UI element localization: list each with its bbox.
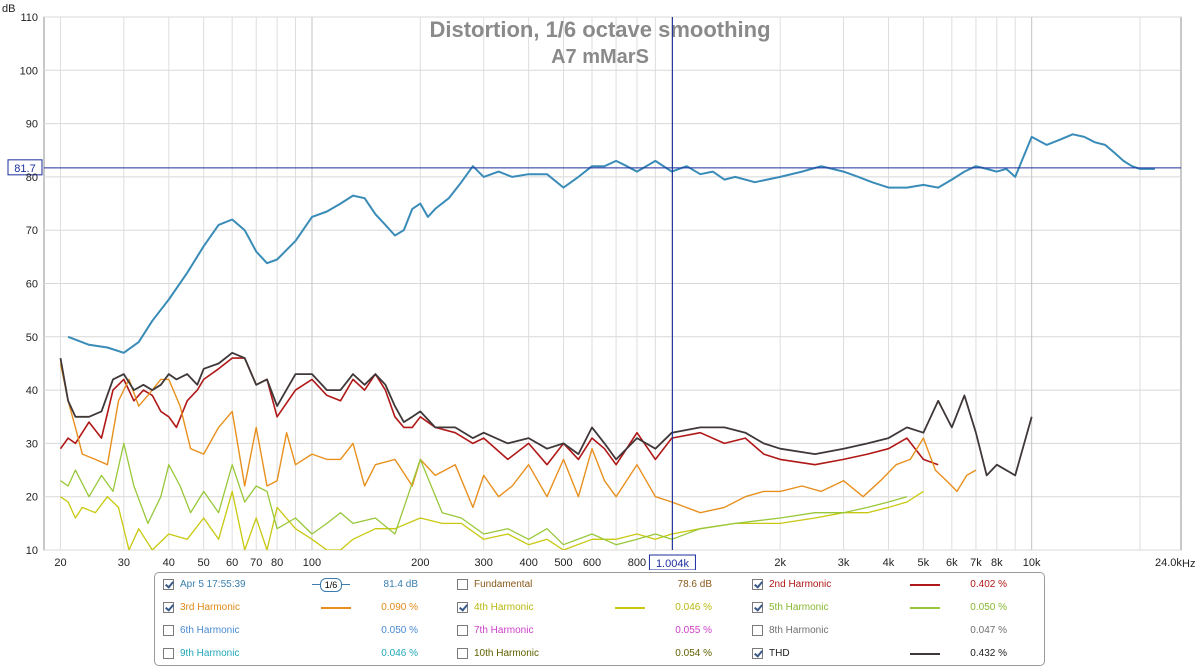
x-tick-label: 8k bbox=[991, 557, 1003, 569]
x-tick-label: 6k bbox=[946, 557, 958, 569]
x-tick-label: 50 bbox=[198, 557, 210, 569]
legend-label-10th-harmonic: 10th Harmonic bbox=[474, 648, 540, 659]
legend-panel: Apr 5 17:55:39 1/6 81.4 dB Fundamental 78.6 … bbox=[154, 572, 1045, 666]
checkbox-7th-harmonic[interactable] bbox=[457, 625, 468, 636]
chart-title: Distortion, 1/6 octave smoothing bbox=[429, 17, 770, 42]
legend-value-4th-harmonic: 0.046 % bbox=[675, 602, 712, 613]
y-tick-label: 110 bbox=[20, 12, 38, 24]
y-tick-label: 70 bbox=[26, 225, 38, 237]
checkbox-fundamental[interactable] bbox=[457, 579, 468, 590]
legend-row: Apr 5 17:55:39 1/6 81.4 dB Fundamental 78.6 … bbox=[155, 575, 1044, 595]
legend-swatch bbox=[910, 607, 940, 609]
y-tick-label: 90 bbox=[26, 119, 38, 131]
series-line-apr-5-17-55-39 bbox=[67, 133, 1155, 354]
legend-value-apr-5-17-55-39: 81.4 dB bbox=[383, 579, 418, 590]
x-tick-label: 60 bbox=[226, 557, 238, 569]
x-tick-label: 20 bbox=[54, 557, 66, 569]
x-tick-label: 4k bbox=[883, 557, 895, 569]
checkbox-10th-harmonic[interactable] bbox=[457, 648, 468, 659]
series-line-3rd-harmonic bbox=[59, 363, 977, 514]
legend-value-3rd-harmonic: 0.090 % bbox=[381, 602, 418, 613]
series-group bbox=[59, 133, 1155, 550]
legend-swatch bbox=[321, 607, 351, 609]
y-tick-label: 50 bbox=[26, 332, 38, 344]
legend-value-7th-harmonic: 0.055 % bbox=[675, 625, 712, 636]
legend-swatch bbox=[910, 653, 940, 655]
checkbox-apr-5-17-55-39[interactable] bbox=[163, 579, 174, 590]
x-tick-label: 40 bbox=[163, 557, 175, 569]
smoothing-button[interactable]: 1/6 bbox=[312, 578, 350, 592]
series-line-thd bbox=[59, 351, 1033, 477]
chart-subtitle: A7 mMarS bbox=[551, 46, 649, 68]
legend-label-4th-harmonic: 4th Harmonic bbox=[474, 602, 534, 613]
x-tick-label: 24.0k bbox=[1155, 557, 1182, 569]
checkbox-2nd-harmonic[interactable] bbox=[752, 579, 763, 590]
x-tick-label: 500 bbox=[554, 557, 572, 569]
checkbox-3rd-harmonic[interactable] bbox=[163, 602, 174, 613]
legend-label-5th-harmonic: 5th Harmonic bbox=[769, 602, 829, 613]
x-tick-label: 800 bbox=[628, 557, 646, 569]
legend-label-7th-harmonic: 7th Harmonic bbox=[474, 625, 534, 636]
distortion-plot[interactable]: Distortion, 1/6 octave smoothing A7 mMar… bbox=[0, 0, 1200, 570]
checkbox-5th-harmonic[interactable] bbox=[752, 602, 763, 613]
legend-swatch bbox=[615, 607, 645, 609]
x-tick-label: 10k bbox=[1023, 557, 1041, 569]
legend-value-thd: 0.432 % bbox=[970, 648, 1007, 659]
x-tick-label: 3k bbox=[838, 557, 850, 569]
legend-swatch bbox=[910, 584, 940, 586]
axes: 10 20 30 40 50 60 70 80 90 100 110 20 30 40 50 60 70 80 10… bbox=[20, 12, 1183, 569]
cursor-x-readout: 1.004k bbox=[656, 558, 690, 570]
x-tick-label: 80 bbox=[271, 557, 283, 569]
legend-label-8th-harmonic: 8th Harmonic bbox=[769, 625, 829, 636]
x-tick-label: 300 bbox=[474, 557, 492, 569]
legend-value-fundamental: 78.6 dB bbox=[677, 579, 712, 590]
y-axis-label: dB bbox=[2, 3, 15, 15]
y-tick-label: 20 bbox=[26, 492, 38, 504]
x-tick-label: 30 bbox=[118, 557, 130, 569]
legend-value-10th-harmonic: 0.054 % bbox=[675, 648, 712, 659]
legend-value-9th-harmonic: 0.046 % bbox=[381, 648, 418, 659]
y-tick-label: 30 bbox=[26, 438, 38, 450]
legend-label-apr-5-17-55-39: Apr 5 17:55:39 bbox=[180, 579, 246, 590]
series-line-5th-harmonic bbox=[60, 442, 908, 546]
cursor-y-readout-box bbox=[7, 159, 43, 176]
checkbox-9th-harmonic[interactable] bbox=[163, 648, 174, 659]
y-tick-label: 80 bbox=[26, 172, 38, 184]
legend-value-8th-harmonic: 0.047 % bbox=[970, 625, 1007, 636]
checkbox-thd[interactable] bbox=[752, 648, 763, 659]
legend-row: 9th Harmonic 0.046 % 10th Harmonic 0.054 % T… bbox=[155, 644, 1044, 664]
legend-row: 3rd Harmonic 0.090 % 4th Harmonic 0.046 % 5t… bbox=[155, 598, 1044, 618]
cursor[interactable]: 81.7 1.004k bbox=[7, 17, 1181, 570]
x-tick-label: 7k bbox=[970, 557, 982, 569]
x-axis-unit: Hz bbox=[1182, 558, 1195, 570]
x-tick-label: 2k bbox=[774, 557, 786, 569]
series-line-2nd-harmonic bbox=[59, 357, 939, 466]
legend-label-2nd-harmonic: 2nd Harmonic bbox=[769, 579, 832, 590]
cursor-y-readout: 81.7 bbox=[14, 163, 35, 175]
legend-value-2nd-harmonic: 0.402 % bbox=[970, 579, 1007, 590]
x-tick-label: 400 bbox=[519, 557, 537, 569]
checkbox-4th-harmonic[interactable] bbox=[457, 602, 468, 613]
cursor-x-readout-box bbox=[648, 554, 696, 570]
grid bbox=[44, 16, 1181, 551]
y-tick-label: 10 bbox=[26, 545, 38, 557]
legend-label-6th-harmonic: 6th Harmonic bbox=[180, 625, 240, 636]
x-tick-label: 100 bbox=[303, 557, 321, 569]
x-tick-label: 70 bbox=[250, 557, 262, 569]
legend-value-5th-harmonic: 0.050 % bbox=[970, 602, 1007, 613]
y-tick-label: 40 bbox=[26, 385, 38, 397]
legend-value-6th-harmonic: 0.050 % bbox=[381, 625, 418, 636]
x-tick-label: 5k bbox=[918, 557, 930, 569]
legend-label-3rd-harmonic: 3rd Harmonic bbox=[180, 602, 241, 613]
legend-label-9th-harmonic: 9th Harmonic bbox=[180, 648, 240, 659]
legend-label-fundamental: Fundamental bbox=[474, 579, 533, 590]
y-tick-label: 100 bbox=[20, 65, 38, 77]
x-tick-label: 200 bbox=[411, 557, 429, 569]
legend-label-thd: THD bbox=[769, 648, 790, 659]
y-tick-label: 60 bbox=[26, 279, 38, 291]
x-tick-label: 600 bbox=[583, 557, 601, 569]
checkbox-8th-harmonic[interactable] bbox=[752, 625, 763, 636]
legend-row: 6th Harmonic 0.050 % 7th Harmonic 0.055 % 8t… bbox=[155, 621, 1044, 641]
checkbox-6th-harmonic[interactable] bbox=[163, 625, 174, 636]
